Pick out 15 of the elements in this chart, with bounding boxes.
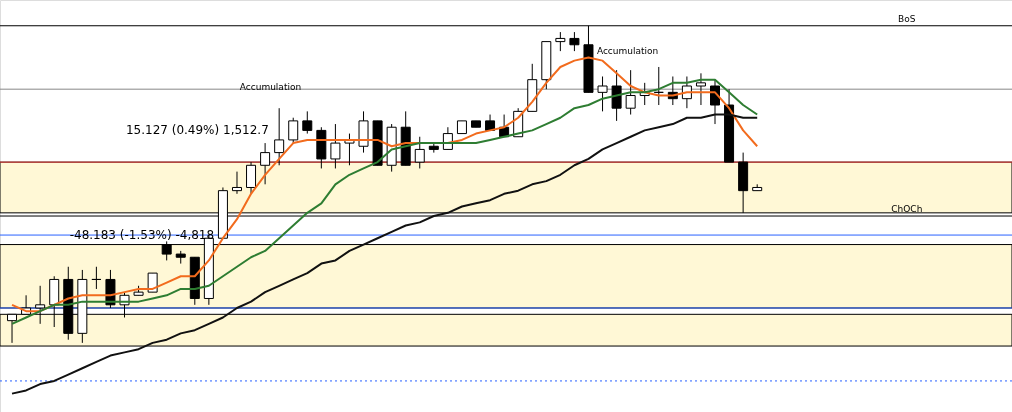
ref-line-label: BoS <box>898 13 916 24</box>
candlestick <box>597 75 608 112</box>
annotation: -48.183 (-1.53%) -4,818 <box>69 228 215 243</box>
candlestick <box>288 117 299 144</box>
candlestick <box>231 171 242 195</box>
candlestick <box>625 69 636 116</box>
candlestick <box>695 72 706 106</box>
ref-line-label: ChOCh <box>891 204 923 215</box>
candlestick <box>555 31 566 52</box>
annotation: Accumulation <box>239 82 302 93</box>
annotation: 15.127 (0.49%) 1,512.7 <box>125 123 269 138</box>
candlestick <box>302 110 313 135</box>
candlestick <box>569 31 580 52</box>
candlestick <box>611 69 622 122</box>
annotation: Accumulation <box>596 45 659 56</box>
